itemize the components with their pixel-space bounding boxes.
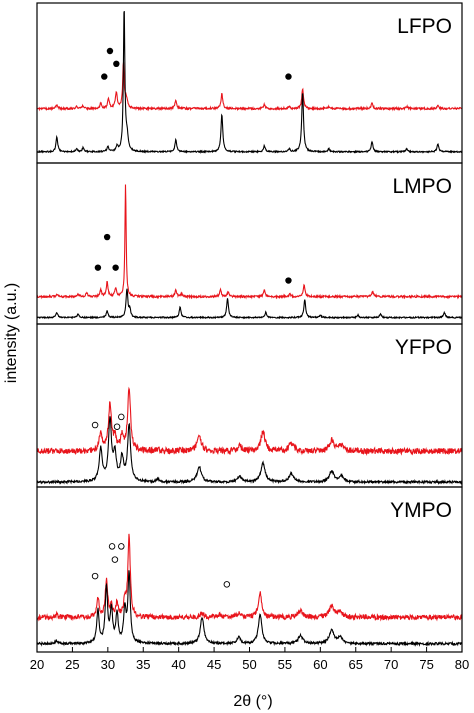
series-line-upper (37, 184, 462, 300)
filled-marker (106, 47, 114, 55)
x-tick-label: 60 (313, 657, 327, 672)
open-marker (91, 421, 99, 429)
open-marker (113, 423, 121, 430)
filled-marker (94, 264, 102, 271)
series-line-lower (37, 570, 462, 647)
x-tick-label: 75 (419, 657, 433, 672)
open-marker (91, 572, 99, 580)
panel-lfpo: LFPO (36, 2, 463, 164)
x-tick-label: 70 (384, 657, 398, 672)
panel-ympo: YMPO (36, 486, 463, 653)
filled-marker (101, 73, 108, 80)
series-line-upper (37, 533, 462, 622)
series-line-upper (37, 62, 462, 112)
open-marker (108, 543, 116, 550)
filled-marker (285, 277, 292, 284)
x-axis: 20 25 30 35 40 45 50 55 60 65 70 75 80 (30, 647, 469, 672)
panel-lmpo: LMPO (36, 162, 463, 325)
open-marker (118, 543, 125, 550)
series-line-lower (37, 288, 462, 320)
open-marker (111, 556, 119, 563)
x-axis-label: 2θ (°) (233, 693, 272, 710)
filled-marker (285, 73, 292, 80)
x-tick-label: 50 (242, 657, 256, 672)
series-line-lower (37, 11, 462, 155)
y-axis-label: intensity (a.u.) (3, 283, 20, 383)
filled-marker (112, 264, 119, 271)
panel-yfpo: YFPO (36, 323, 463, 488)
x-tick-label: 80 (455, 657, 469, 672)
x-tick-label: 65 (349, 657, 363, 672)
x-tick-label: 20 (30, 657, 44, 672)
x-tick-label: 35 (136, 657, 150, 672)
x-tick-label: 25 (65, 657, 79, 672)
series-line-upper (37, 386, 462, 456)
panels-layer: LFPO LMPO YFPO YMPO (36, 2, 463, 653)
panel-label: YFPO (395, 336, 452, 359)
x-tick-label: 40 (171, 657, 185, 672)
filled-marker (103, 233, 111, 241)
panel-label: LFPO (397, 15, 452, 38)
open-marker (118, 413, 125, 421)
open-marker (223, 581, 231, 588)
x-tick-label: 55 (278, 657, 292, 672)
filled-marker (113, 60, 120, 67)
series-line-lower (37, 416, 462, 485)
panel-label: YMPO (390, 499, 452, 522)
x-tick-label: 45 (207, 657, 221, 672)
panel-label: LMPO (392, 175, 452, 198)
x-tick-label: 30 (101, 657, 115, 672)
